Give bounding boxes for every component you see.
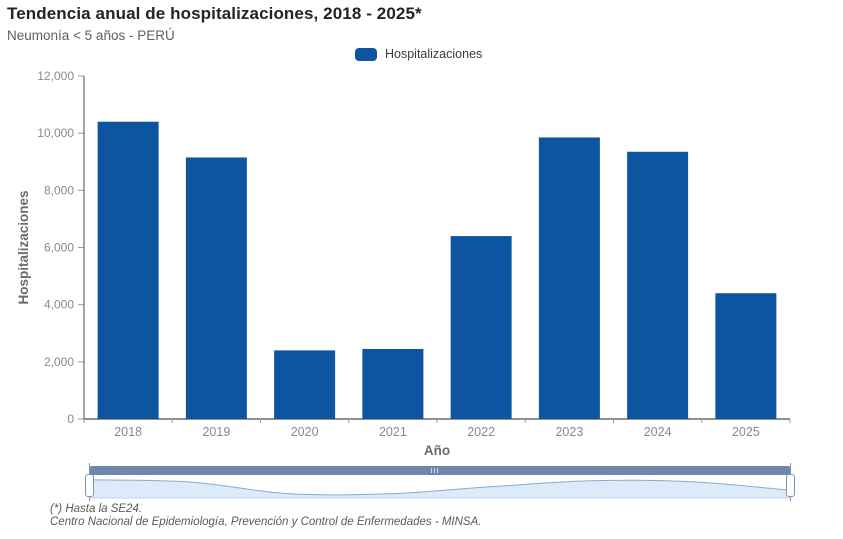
chart-subtitle: Neumonía < 5 años - PERÚ xyxy=(7,28,175,43)
chart-title: Tendencia anual de hospitalizaciones, 20… xyxy=(7,4,422,23)
range-slider-track[interactable] xyxy=(90,466,790,475)
x-axis-tick-label: 2023 xyxy=(555,425,583,439)
x-axis-tick-label: 2018 xyxy=(114,425,142,439)
footnote-line-2: Centro Nacional de Epidemiología, Preven… xyxy=(50,516,482,528)
bar-2024[interactable] xyxy=(627,151,689,419)
y-axis-tick-label: 2,000 xyxy=(44,355,74,369)
bar-2022[interactable] xyxy=(450,236,512,419)
x-axis-tick-label: 2024 xyxy=(644,425,672,439)
preview-area xyxy=(90,479,790,498)
legend-label: Hospitalizaciones xyxy=(385,47,483,61)
bar-2025[interactable] xyxy=(715,293,777,419)
footnote-line-1: (*) Hasta la SE24. xyxy=(50,503,143,515)
legend-item-hospitalizaciones[interactable]: Hospitalizaciones xyxy=(355,47,482,61)
legend-swatch-icon xyxy=(355,47,377,61)
y-axis-title: Hospitalizaciones xyxy=(16,190,31,304)
y-axis-tick-label: 12,000 xyxy=(37,69,74,83)
x-axis-tick-label: 2021 xyxy=(379,425,407,439)
slider-handle-left[interactable] xyxy=(85,474,94,497)
y-axis-tick-label: 6,000 xyxy=(44,241,74,255)
bar-2023[interactable] xyxy=(538,137,600,419)
x-axis-tick-label: 2022 xyxy=(467,425,495,439)
x-axis-tick-label: 2025 xyxy=(732,425,760,439)
bar-2021[interactable] xyxy=(362,348,424,419)
bar-2020[interactable] xyxy=(274,350,336,419)
y-axis-tick-label: 4,000 xyxy=(44,298,74,312)
x-axis-tick-label: 2020 xyxy=(291,425,319,439)
slider-area-preview xyxy=(90,479,790,499)
bar-chart-plot: 0 2,000 4,000 6,000 8,000 10,000 12,000 2018 201… xyxy=(16,69,791,458)
bar-2018[interactable] xyxy=(97,121,159,419)
slider-grip-icon[interactable] xyxy=(431,468,438,473)
bar-2019[interactable] xyxy=(185,157,247,419)
y-axis-tick-label: 8,000 xyxy=(44,183,74,197)
y-axis-tick-label: 0 xyxy=(67,412,74,426)
x-axis-tick-label: 2019 xyxy=(202,425,230,439)
preview-line xyxy=(90,479,790,496)
y-axis-tick-label: 10,000 xyxy=(37,126,74,140)
x-axis-title: Año xyxy=(424,443,450,458)
slider-handle-right[interactable] xyxy=(786,474,795,497)
